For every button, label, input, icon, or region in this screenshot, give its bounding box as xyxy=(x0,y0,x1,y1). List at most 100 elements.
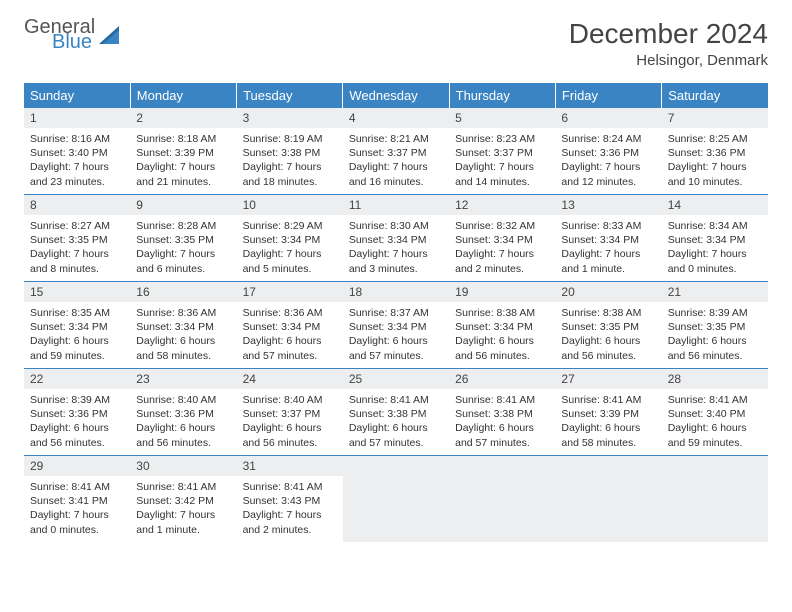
calendar-cell xyxy=(343,456,449,543)
day-line: Daylight: 6 hours xyxy=(136,421,230,435)
day-data: Sunrise: 8:40 AMSunset: 3:37 PMDaylight:… xyxy=(237,389,343,454)
day-data: Sunrise: 8:35 AMSunset: 3:34 PMDaylight:… xyxy=(24,302,130,367)
calendar-cell: 11Sunrise: 8:30 AMSunset: 3:34 PMDayligh… xyxy=(343,195,449,282)
day-line: Sunset: 3:34 PM xyxy=(243,320,337,334)
day-line: Daylight: 7 hours xyxy=(243,160,337,174)
calendar-cell: 18Sunrise: 8:37 AMSunset: 3:34 PMDayligh… xyxy=(343,282,449,369)
day-line: and 59 minutes. xyxy=(668,436,762,450)
day-number: 1 xyxy=(24,108,130,128)
day-line: Daylight: 7 hours xyxy=(136,160,230,174)
day-data: Sunrise: 8:18 AMSunset: 3:39 PMDaylight:… xyxy=(130,128,236,193)
calendar-cell: 20Sunrise: 8:38 AMSunset: 3:35 PMDayligh… xyxy=(555,282,661,369)
day-line: Sunrise: 8:37 AM xyxy=(349,306,443,320)
calendar-cell: 26Sunrise: 8:41 AMSunset: 3:38 PMDayligh… xyxy=(449,369,555,456)
day-line: and 10 minutes. xyxy=(668,175,762,189)
day-line: Sunset: 3:37 PM xyxy=(349,146,443,160)
day-data: Sunrise: 8:39 AMSunset: 3:35 PMDaylight:… xyxy=(662,302,768,367)
title-block: December 2024 Helsingor, Denmark xyxy=(569,18,768,69)
day-line: Sunset: 3:42 PM xyxy=(136,494,230,508)
day-line: Sunrise: 8:41 AM xyxy=(243,480,337,494)
day-line: Sunset: 3:36 PM xyxy=(668,146,762,160)
day-line: Daylight: 7 hours xyxy=(561,247,655,261)
day-data: Sunrise: 8:36 AMSunset: 3:34 PMDaylight:… xyxy=(237,302,343,367)
day-line: and 8 minutes. xyxy=(30,262,124,276)
day-number: 31 xyxy=(237,456,343,476)
brand-word-blue: Blue xyxy=(52,33,95,52)
day-number: 27 xyxy=(555,369,661,389)
day-line: and 57 minutes. xyxy=(243,349,337,363)
day-line: and 1 minute. xyxy=(561,262,655,276)
day-line: Daylight: 6 hours xyxy=(136,334,230,348)
day-number: 19 xyxy=(449,282,555,302)
calendar-cell: 21Sunrise: 8:39 AMSunset: 3:35 PMDayligh… xyxy=(662,282,768,369)
day-line: Sunrise: 8:41 AM xyxy=(30,480,124,494)
day-line: Daylight: 6 hours xyxy=(243,421,337,435)
day-header: Thursday xyxy=(449,83,555,108)
day-line: Sunrise: 8:38 AM xyxy=(561,306,655,320)
day-number: 11 xyxy=(343,195,449,215)
day-number: 30 xyxy=(130,456,236,476)
calendar-cell: 24Sunrise: 8:40 AMSunset: 3:37 PMDayligh… xyxy=(237,369,343,456)
day-data: Sunrise: 8:41 AMSunset: 3:38 PMDaylight:… xyxy=(343,389,449,454)
day-line: Sunset: 3:39 PM xyxy=(561,407,655,421)
day-data: Sunrise: 8:36 AMSunset: 3:34 PMDaylight:… xyxy=(130,302,236,367)
calendar-cell xyxy=(555,456,661,543)
calendar-cell: 28Sunrise: 8:41 AMSunset: 3:40 PMDayligh… xyxy=(662,369,768,456)
day-line: Sunrise: 8:21 AM xyxy=(349,132,443,146)
day-data: Sunrise: 8:41 AMSunset: 3:43 PMDaylight:… xyxy=(237,476,343,541)
empty-day xyxy=(449,456,555,542)
day-line: Sunrise: 8:25 AM xyxy=(668,132,762,146)
day-header: Tuesday xyxy=(237,83,343,108)
calendar-cell: 14Sunrise: 8:34 AMSunset: 3:34 PMDayligh… xyxy=(662,195,768,282)
day-line: Daylight: 7 hours xyxy=(30,508,124,522)
day-line: and 57 minutes. xyxy=(455,436,549,450)
day-line: Sunset: 3:39 PM xyxy=(136,146,230,160)
day-number: 29 xyxy=(24,456,130,476)
day-line: Sunset: 3:34 PM xyxy=(455,233,549,247)
day-number: 10 xyxy=(237,195,343,215)
day-data: Sunrise: 8:24 AMSunset: 3:36 PMDaylight:… xyxy=(555,128,661,193)
day-line: and 56 minutes. xyxy=(243,436,337,450)
day-line: and 59 minutes. xyxy=(30,349,124,363)
day-line: Daylight: 7 hours xyxy=(668,160,762,174)
day-line: and 1 minute. xyxy=(136,523,230,537)
day-line: Sunset: 3:41 PM xyxy=(30,494,124,508)
day-data: Sunrise: 8:40 AMSunset: 3:36 PMDaylight:… xyxy=(130,389,236,454)
day-data: Sunrise: 8:29 AMSunset: 3:34 PMDaylight:… xyxy=(237,215,343,280)
day-line: Sunrise: 8:41 AM xyxy=(455,393,549,407)
calendar-cell: 27Sunrise: 8:41 AMSunset: 3:39 PMDayligh… xyxy=(555,369,661,456)
day-line: Daylight: 6 hours xyxy=(668,334,762,348)
day-line: Daylight: 7 hours xyxy=(668,247,762,261)
day-line: and 12 minutes. xyxy=(561,175,655,189)
day-line: Sunrise: 8:28 AM xyxy=(136,219,230,233)
day-line: and 0 minutes. xyxy=(30,523,124,537)
calendar-cell xyxy=(449,456,555,543)
day-line: Sunset: 3:36 PM xyxy=(136,407,230,421)
day-number: 15 xyxy=(24,282,130,302)
day-line: Sunset: 3:40 PM xyxy=(30,146,124,160)
day-number: 25 xyxy=(343,369,449,389)
day-line: Sunrise: 8:36 AM xyxy=(243,306,337,320)
day-line: Daylight: 6 hours xyxy=(455,421,549,435)
day-line: Daylight: 6 hours xyxy=(455,334,549,348)
calendar-cell: 6Sunrise: 8:24 AMSunset: 3:36 PMDaylight… xyxy=(555,108,661,195)
day-line: Daylight: 7 hours xyxy=(30,160,124,174)
day-line: Sunrise: 8:40 AM xyxy=(136,393,230,407)
calendar-cell: 31Sunrise: 8:41 AMSunset: 3:43 PMDayligh… xyxy=(237,456,343,543)
day-number: 20 xyxy=(555,282,661,302)
calendar-cell: 25Sunrise: 8:41 AMSunset: 3:38 PMDayligh… xyxy=(343,369,449,456)
calendar-cell: 3Sunrise: 8:19 AMSunset: 3:38 PMDaylight… xyxy=(237,108,343,195)
day-line: Daylight: 7 hours xyxy=(349,247,443,261)
day-line: Sunset: 3:43 PM xyxy=(243,494,337,508)
day-number: 24 xyxy=(237,369,343,389)
day-data: Sunrise: 8:28 AMSunset: 3:35 PMDaylight:… xyxy=(130,215,236,280)
day-line: Sunset: 3:34 PM xyxy=(30,320,124,334)
day-line: Sunset: 3:35 PM xyxy=(668,320,762,334)
day-line: and 57 minutes. xyxy=(349,349,443,363)
day-line: Sunset: 3:34 PM xyxy=(349,320,443,334)
location-label: Helsingor, Denmark xyxy=(569,52,768,69)
day-line: and 5 minutes. xyxy=(243,262,337,276)
calendar-cell: 13Sunrise: 8:33 AMSunset: 3:34 PMDayligh… xyxy=(555,195,661,282)
empty-day xyxy=(343,456,449,542)
day-line: Sunset: 3:38 PM xyxy=(455,407,549,421)
